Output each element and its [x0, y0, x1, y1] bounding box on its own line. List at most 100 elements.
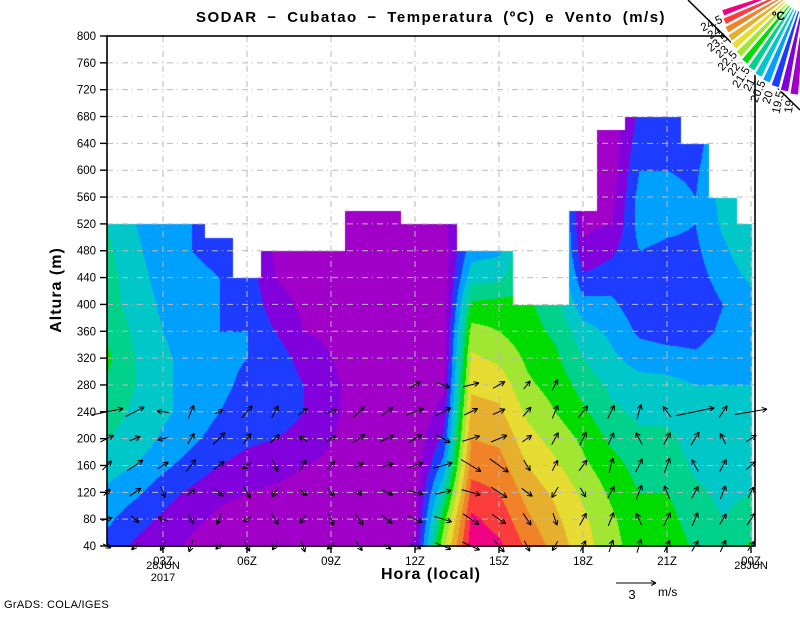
- wind-vector: [271, 459, 279, 472]
- x-tick-label: 21Z: [657, 556, 677, 568]
- y-tick-label: 160: [77, 460, 96, 472]
- wind-vector: [719, 485, 727, 500]
- wind-vector: [577, 405, 589, 419]
- wind-vector: [490, 434, 508, 443]
- wind-vector: [242, 432, 252, 445]
- wind-vector: [636, 404, 643, 420]
- wind-vector: [579, 431, 587, 446]
- wind-vector: [523, 459, 531, 472]
- wind-vector: [185, 459, 197, 472]
- wind-vector: [719, 459, 727, 472]
- wind-vector: [461, 489, 481, 497]
- wind-vector: [607, 404, 615, 419]
- colorbar-wedge: [761, 8, 799, 85]
- colorbar-wedge: [753, 6, 797, 79]
- wind-vector: [125, 406, 145, 417]
- y-tick-label: 480: [77, 246, 96, 258]
- x-tick-label: 09Z: [321, 556, 341, 568]
- x-tick-label: 06Z: [237, 556, 257, 568]
- x-tick-label: 00Z: [741, 556, 761, 568]
- wind-vector: [719, 513, 727, 525]
- wind-vector: [406, 489, 424, 496]
- wind-vector: [407, 515, 423, 524]
- temperature-field-canvas: [107, 36, 755, 547]
- reference-vector-arrow: [616, 580, 657, 586]
- x-tick-label: 18Z: [573, 556, 593, 568]
- wind-vector: [691, 512, 699, 526]
- wind-vector: [187, 404, 195, 419]
- colorbar-level-label: 19: [783, 100, 796, 114]
- wind-vector: [551, 379, 559, 391]
- wind-vector: [607, 432, 615, 445]
- wind-vector: [663, 485, 671, 500]
- wind-vector: [271, 405, 279, 419]
- wind-vector: [271, 513, 279, 525]
- wind-vector: [130, 515, 140, 523]
- wind-vector: [691, 485, 699, 499]
- wind-vector: [635, 432, 643, 445]
- wind-vector: [381, 514, 393, 524]
- wind-vector: [608, 457, 615, 473]
- y-tick-label: 760: [77, 58, 96, 70]
- chart-title: SODAR − Cubatao − Temperatura (ºC) e Ven…: [195, 9, 667, 26]
- wind-vector: [186, 488, 196, 496]
- colorbar-wedge: [740, 3, 792, 66]
- wind-vector: [242, 516, 252, 523]
- wind-vector: [157, 461, 169, 470]
- wind-vector: [408, 434, 423, 444]
- colorbar-wedge: [720, 0, 767, 18]
- wind-vector: [299, 459, 307, 472]
- wind-vector: [579, 487, 587, 498]
- wind-vector: [434, 407, 452, 417]
- wind-vector: [435, 434, 451, 444]
- wind-vector: [691, 459, 699, 472]
- wind-vector: [635, 484, 643, 500]
- y-tick-label: 320: [77, 353, 96, 365]
- wind-vector: [635, 458, 643, 473]
- y-tick-label: 120: [77, 487, 96, 499]
- wind-vector: [380, 406, 394, 417]
- wind-vector: [675, 405, 715, 417]
- reference-vector-value: 3: [628, 587, 636, 602]
- wind-vector: [522, 512, 532, 526]
- wind-vector: [126, 459, 144, 472]
- wind-vector: [492, 408, 506, 415]
- wind-vector: [327, 487, 335, 497]
- colorbar-level-label: 20: [761, 90, 776, 106]
- wind-vector: [406, 407, 425, 416]
- wind-vector: [324, 408, 338, 415]
- x-tick-label: 03Z: [153, 556, 173, 568]
- grads-credit: GrADS: COLA/IGES: [4, 599, 110, 611]
- x-axis-title: Hora (local): [380, 566, 481, 583]
- colorbar-wedge: [726, 0, 786, 43]
- wind-vector: [460, 459, 482, 472]
- colorbar-wedge: [723, 0, 782, 35]
- wind-vector: [551, 432, 559, 445]
- wind-vector: [523, 380, 531, 390]
- colorbar-wedge: [734, 1, 790, 59]
- wind-vector: [354, 462, 365, 469]
- colorbar-wedge: [721, 0, 776, 27]
- wind-vector: [406, 461, 424, 469]
- y-tick-label: 720: [77, 85, 96, 97]
- wind-vector: [298, 435, 308, 442]
- wind-vector: [212, 432, 226, 445]
- y-tick-label: 280: [77, 380, 96, 392]
- wind-vector: [354, 512, 364, 526]
- wind-vector: [607, 485, 615, 499]
- wind-vector: [734, 406, 768, 415]
- wind-vector: [160, 486, 167, 498]
- wind-vector: [522, 406, 532, 417]
- wind-vector: [578, 459, 588, 472]
- y-tick-label: 560: [77, 192, 96, 204]
- date-label-start-day: 28JUN: [146, 560, 180, 572]
- wind-vector: [607, 512, 615, 526]
- wind-vector: [409, 381, 421, 389]
- wind-vector: [355, 488, 363, 497]
- wind-vector: [521, 487, 533, 497]
- wind-vector: [299, 514, 307, 524]
- x-tick-label: 15Z: [489, 556, 509, 568]
- wind-vector: [436, 381, 451, 389]
- wind-vector: [719, 432, 727, 445]
- wind-vector: [492, 381, 506, 389]
